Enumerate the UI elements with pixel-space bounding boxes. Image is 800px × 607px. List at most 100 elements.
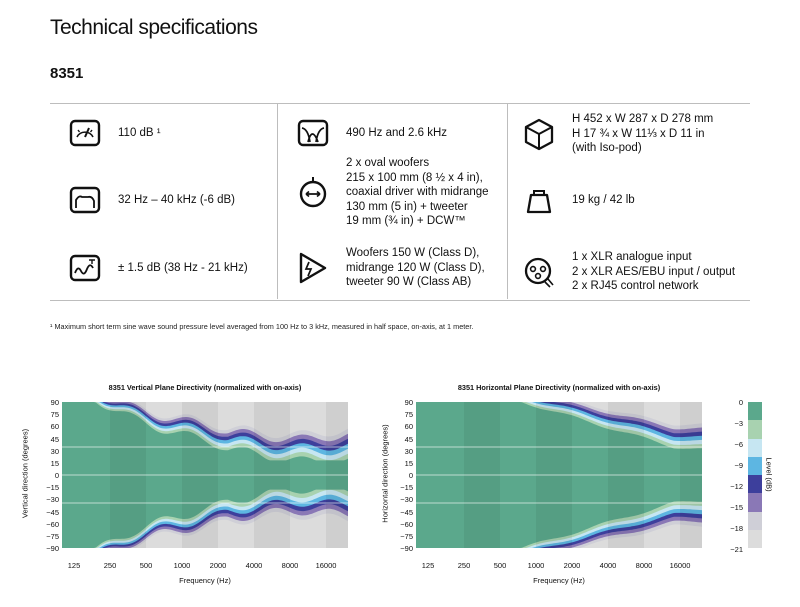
- spec-frequency-response-text: 32 Hz – 40 kHz (-6 dB): [118, 193, 235, 206]
- colorbar-tick: −18: [730, 524, 743, 533]
- horizontal-y-tick: 75: [404, 410, 413, 420]
- vertical-x-tick: 500: [139, 561, 153, 570]
- colorbar-tick: 0: [738, 398, 743, 407]
- spec-max-spl: 110 dB ¹: [68, 116, 161, 150]
- spec-weight: 19 kg / 42 lb: [522, 183, 635, 217]
- crossover-icon: [296, 116, 330, 150]
- horizontal-x-tick: 500: [493, 561, 507, 570]
- vertical-y-tick: 60: [50, 422, 59, 432]
- vertical-directivity-heatmap: [62, 402, 348, 548]
- horizontal-y-tick: −90: [400, 544, 413, 553]
- spec-connectors-text: 1 x XLR analogue input 2 x XLR AES/EBU i…: [572, 251, 736, 292]
- horizontal-chart-xlabel: Frequency (Hz): [533, 576, 585, 585]
- horizontal-y-tick: 45: [404, 434, 413, 444]
- vertical-y-tick: −30: [46, 495, 59, 505]
- vertical-x-tick: 4000: [245, 561, 263, 570]
- colorbar-swatch: [748, 402, 762, 421]
- spec-max-spl-text: 110 dB ¹: [118, 126, 161, 139]
- level-colorbar-label: Level (dB): [764, 457, 774, 492]
- vertical-y-tick: 30: [50, 446, 59, 456]
- vertical-y-tick: 45: [50, 434, 59, 444]
- connector-icon: [522, 255, 556, 289]
- vertical-y-tick: 90: [50, 398, 59, 407]
- colorbar-swatch: [748, 420, 762, 439]
- colorbar-tick: −12: [730, 482, 743, 491]
- page-title: Technical specifications: [50, 16, 258, 39]
- colorbar-swatch: [748, 493, 762, 512]
- frequency-range-icon: [68, 183, 102, 217]
- vertical-y-tick: 15: [50, 458, 59, 468]
- horizontal-y-tick: 60: [404, 422, 413, 432]
- vertical-chart-ylabel: Vertical direction (degrees): [20, 428, 30, 519]
- spec-amplifiers-text: Woofers 150 W (Class D), midrange 120 W …: [346, 247, 485, 288]
- top-divider: [50, 103, 750, 104]
- spec-drivers-text: 2 x oval woofers 215 x 100 mm (8 ½ x 4 i…: [346, 157, 489, 227]
- spec-connectors: 1 x XLR analogue input 2 x XLR AES/EBU i…: [522, 250, 735, 294]
- vertical-chart-xlabel: Frequency (Hz): [179, 576, 231, 585]
- meter-icon: [68, 116, 102, 150]
- vertical-x-tick: 1000: [173, 561, 191, 570]
- spec-accuracy-text: ± 1.5 dB (38 Hz - 21 kHz): [118, 261, 248, 274]
- horizontal-x-tick: 2000: [563, 561, 581, 570]
- colorbar-swatch: [748, 475, 762, 494]
- vertical-y-tick: 75: [50, 410, 59, 420]
- spec-frequency-response: 32 Hz – 40 kHz (-6 dB): [68, 183, 235, 217]
- column-divider-1: [277, 104, 278, 299]
- colorbar-tick: −15: [730, 503, 743, 512]
- horizontal-y-tick: −45: [400, 507, 413, 517]
- vertical-x-tick: 2000: [209, 561, 227, 570]
- colorbar-swatch: [748, 511, 762, 530]
- horizontal-y-tick: −60: [400, 519, 413, 529]
- colorbar-tick: −21: [730, 545, 743, 554]
- spec-dimensions-text: H 452 x W 287 x D 278 mm H 17 ¾ x W 11⅓ …: [572, 113, 714, 154]
- horizontal-y-tick: 90: [404, 398, 413, 407]
- vertical-y-tick: −75: [46, 531, 59, 541]
- vertical-y-tick: −90: [46, 544, 59, 553]
- vertical-x-tick: 8000: [281, 561, 299, 570]
- horizontal-y-tick: −75: [400, 531, 413, 541]
- vertical-y-tick: −60: [46, 519, 59, 529]
- footnote: ¹ Maximum short term sine wave sound pre…: [50, 322, 474, 331]
- vertical-y-tick: −15: [46, 483, 59, 493]
- dimensions-cube-icon: [522, 117, 556, 151]
- spec-crossover-text: 490 Hz and 2.6 kHz: [346, 126, 448, 139]
- horizontal-x-tick: 250: [457, 561, 471, 570]
- horizontal-x-tick: 8000: [635, 561, 653, 570]
- horizontal-directivity-heatmap: [416, 402, 702, 548]
- vertical-x-tick: 16000: [315, 561, 337, 570]
- model-title: 8351: [50, 65, 84, 82]
- horizontal-y-tick: 30: [404, 446, 413, 456]
- column-divider-2: [507, 104, 508, 299]
- colorbar-tick: −3: [734, 419, 743, 428]
- level-colorbar: [748, 402, 762, 548]
- spec-drivers: 2 x oval woofers 215 x 100 mm (8 ½ x 4 i…: [296, 156, 489, 229]
- bottom-divider: [50, 300, 750, 301]
- horizontal-x-tick: 125: [421, 561, 435, 570]
- vertical-x-tick: 250: [103, 561, 117, 570]
- horizontal-x-tick: 1000: [527, 561, 545, 570]
- horizontal-y-tick: −30: [400, 495, 413, 505]
- accuracy-wave-icon: [68, 251, 102, 285]
- horizontal-y-tick: −15: [400, 483, 413, 493]
- horizontal-chart-ylabel: Horizontal direction (degrees): [380, 424, 390, 523]
- horizontal-x-tick: 16000: [669, 561, 691, 570]
- spec-weight-text: 19 kg / 42 lb: [572, 193, 635, 206]
- weight-icon: [522, 183, 556, 217]
- spec-accuracy: ± 1.5 dB (38 Hz - 21 kHz): [68, 251, 248, 285]
- vertical-x-tick: 125: [67, 561, 81, 570]
- vertical-y-tick: −45: [46, 507, 59, 517]
- colorbar-tick: −9: [734, 461, 743, 470]
- vertical-chart-title: 8351 Vertical Plane Directivity (normali…: [108, 383, 302, 392]
- colorbar-swatch: [748, 529, 762, 548]
- spec-dimensions: H 452 x W 287 x D 278 mm H 17 ¾ x W 11⅓ …: [522, 112, 713, 156]
- vertical-y-tick: 0: [54, 471, 59, 480]
- colorbar-swatch: [748, 456, 762, 475]
- spec-crossover: 490 Hz and 2.6 kHz: [296, 116, 447, 150]
- driver-icon: [296, 175, 330, 209]
- spec-amplifiers: Woofers 150 W (Class D), midrange 120 W …: [296, 246, 485, 290]
- colorbar-swatch: [748, 438, 762, 457]
- colorbar-tick: −6: [734, 440, 743, 449]
- horizontal-x-tick: 4000: [599, 561, 617, 570]
- horizontal-y-tick: 15: [404, 458, 413, 468]
- horizontal-chart-title: 8351 Horizontal Plane Directivity (norma…: [457, 383, 661, 392]
